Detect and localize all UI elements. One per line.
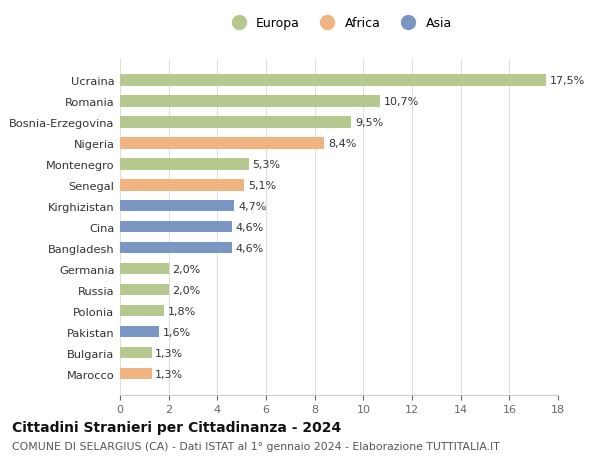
Bar (120, 96, 380, 107)
Text: 5,1%: 5,1% (248, 180, 276, 190)
Text: Cittadini Stranieri per Cittadinanza - 2024: Cittadini Stranieri per Cittadinanza - 2… (12, 420, 341, 434)
Bar (120, 347, 152, 358)
Text: 4,6%: 4,6% (236, 243, 264, 253)
Bar (120, 221, 232, 233)
Bar (120, 75, 546, 86)
Text: 10,7%: 10,7% (384, 96, 419, 106)
Bar (120, 159, 249, 170)
Text: COMUNE DI SELARGIUS (CA) - Dati ISTAT al 1° gennaio 2024 - Elaborazione TUTTITAL: COMUNE DI SELARGIUS (CA) - Dati ISTAT al… (12, 441, 500, 451)
Text: 4,7%: 4,7% (238, 202, 266, 211)
Bar (120, 242, 232, 254)
Bar (120, 368, 152, 380)
Text: 17,5%: 17,5% (550, 76, 585, 86)
Bar (120, 305, 164, 317)
Text: 1,3%: 1,3% (155, 348, 184, 358)
Text: 2,0%: 2,0% (172, 264, 200, 274)
Text: 1,8%: 1,8% (167, 306, 196, 316)
Text: 9,5%: 9,5% (355, 118, 383, 128)
Bar (120, 284, 169, 296)
Text: 1,6%: 1,6% (163, 327, 191, 337)
Text: 4,6%: 4,6% (236, 222, 264, 232)
Text: 2,0%: 2,0% (172, 285, 200, 295)
Legend: Europa, Africa, Asia: Europa, Africa, Asia (221, 12, 457, 35)
Text: 1,3%: 1,3% (155, 369, 184, 379)
Bar (120, 263, 169, 275)
Bar (120, 326, 159, 338)
Bar (120, 201, 235, 212)
Bar (120, 117, 351, 128)
Bar (120, 138, 325, 149)
Bar (120, 179, 244, 191)
Text: 8,4%: 8,4% (328, 139, 356, 148)
Text: 5,3%: 5,3% (253, 159, 281, 169)
